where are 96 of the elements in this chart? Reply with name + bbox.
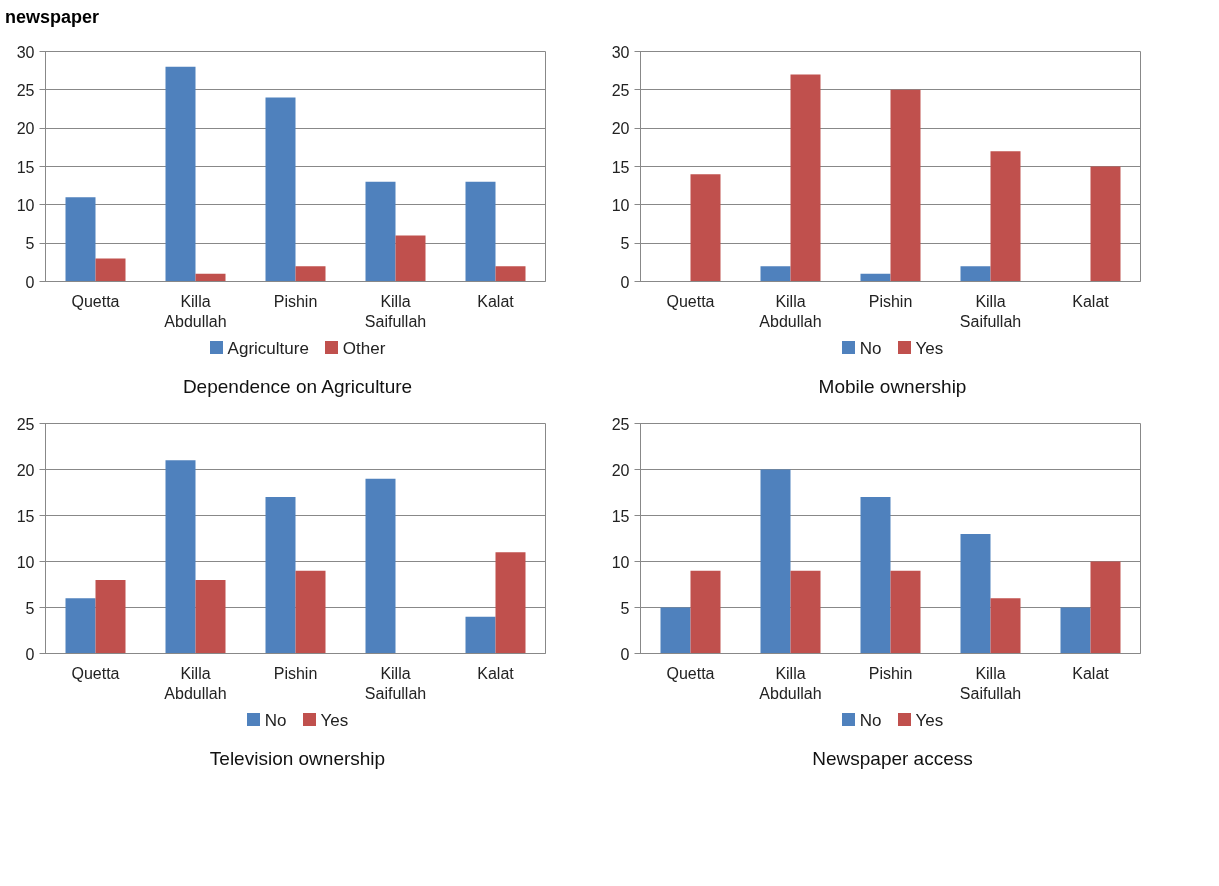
x-tick-label: Killa Saifullah bbox=[959, 664, 1022, 702]
legend-label: Yes bbox=[914, 338, 944, 358]
y-tick-label: 25 bbox=[611, 81, 630, 99]
x-tick-label: Quetta bbox=[71, 292, 120, 310]
text: newspaper bbox=[5, 6, 100, 29]
bar bbox=[65, 196, 96, 282]
y-tick-label: 15 bbox=[16, 507, 35, 525]
x-tick-label: Kalat bbox=[1072, 664, 1110, 682]
x-tick-label: Pishin bbox=[868, 292, 913, 310]
legend-label: No bbox=[858, 338, 882, 358]
bar bbox=[660, 607, 691, 654]
y-tick-label: 25 bbox=[16, 81, 35, 99]
x-tick-label: Killa Abdullah bbox=[164, 292, 227, 330]
x-tick-label: Killa Saifullah bbox=[364, 292, 427, 330]
bar bbox=[365, 478, 396, 654]
text: Television ownership bbox=[209, 746, 386, 771]
x-tick-label: Quetta bbox=[666, 292, 715, 310]
y-tick-label: 30 bbox=[16, 43, 35, 61]
bar bbox=[860, 273, 891, 282]
bar bbox=[495, 552, 526, 654]
x-tick-label: Quetta bbox=[666, 664, 715, 682]
bar bbox=[95, 579, 126, 654]
y-tick-label: 25 bbox=[16, 415, 35, 433]
bar bbox=[690, 173, 721, 282]
text: Newspaper access bbox=[812, 746, 973, 771]
bar bbox=[1090, 561, 1121, 654]
bar bbox=[65, 598, 96, 654]
legend-label: Other bbox=[341, 338, 386, 358]
y-tick-label: 5 bbox=[620, 599, 630, 617]
y-tick-label: 10 bbox=[16, 553, 35, 571]
bar bbox=[990, 150, 1021, 282]
x-tick-label: Killa Saifullah bbox=[364, 664, 427, 702]
y-tick-label: 10 bbox=[611, 553, 630, 571]
text: Dependence on Agriculture bbox=[182, 374, 413, 399]
y-tick-label: 5 bbox=[25, 599, 35, 617]
x-tick-label: Quetta bbox=[71, 664, 120, 682]
y-tick-label: 5 bbox=[25, 234, 35, 252]
bar bbox=[295, 570, 326, 654]
x-tick-label: Kalat bbox=[477, 292, 515, 310]
y-tick-label: 0 bbox=[25, 645, 35, 663]
bar bbox=[890, 570, 921, 654]
y-tick-label: 25 bbox=[611, 415, 630, 433]
y-tick-label: 15 bbox=[16, 158, 35, 176]
x-tick-label: Pishin bbox=[868, 664, 913, 682]
bar bbox=[790, 570, 821, 654]
y-tick-label: 20 bbox=[611, 461, 630, 479]
bar bbox=[165, 460, 196, 654]
bar bbox=[195, 579, 226, 654]
x-tick-label: Kalat bbox=[477, 664, 515, 682]
y-tick-label: 10 bbox=[611, 196, 630, 214]
legend-label: Yes bbox=[319, 710, 349, 730]
y-tick-label: 0 bbox=[620, 273, 630, 291]
y-tick-label: 0 bbox=[620, 645, 630, 663]
y-tick-label: 10 bbox=[16, 196, 35, 214]
x-tick-label: Kalat bbox=[1072, 292, 1110, 310]
bar bbox=[165, 66, 196, 282]
text: Mobile ownership bbox=[818, 374, 967, 399]
y-tick-label: 20 bbox=[611, 119, 630, 137]
y-tick-label: 15 bbox=[611, 507, 630, 525]
bar bbox=[395, 235, 426, 282]
bar bbox=[690, 570, 721, 654]
bar bbox=[790, 74, 821, 282]
bar bbox=[1090, 166, 1121, 282]
y-tick-label: 20 bbox=[16, 461, 35, 479]
y-tick-label: 30 bbox=[611, 43, 630, 61]
x-tick-label: Killa Saifullah bbox=[959, 292, 1022, 330]
legend-label: Agriculture bbox=[226, 338, 309, 358]
bar bbox=[495, 265, 526, 282]
bar bbox=[860, 496, 891, 654]
bar bbox=[960, 533, 991, 654]
bar bbox=[465, 181, 496, 282]
bar bbox=[760, 469, 791, 654]
legend-label: No bbox=[263, 710, 287, 730]
bar bbox=[265, 97, 296, 282]
bar bbox=[295, 265, 326, 282]
x-tick-label: Pishin bbox=[273, 664, 318, 682]
bar bbox=[365, 181, 396, 282]
y-tick-label: 0 bbox=[25, 273, 35, 291]
y-tick-label: 15 bbox=[611, 158, 630, 176]
x-tick-label: Killa Abdullah bbox=[759, 664, 822, 702]
y-tick-label: 20 bbox=[16, 119, 35, 137]
x-tick-label: Pishin bbox=[273, 292, 318, 310]
bar bbox=[760, 265, 791, 282]
bar bbox=[265, 496, 296, 654]
x-tick-label: Killa Abdullah bbox=[759, 292, 822, 330]
y-tick-label: 5 bbox=[620, 234, 630, 252]
x-tick-label: Killa Abdullah bbox=[164, 664, 227, 702]
bar bbox=[890, 89, 921, 282]
legend-label: Yes bbox=[914, 710, 944, 730]
bar bbox=[195, 273, 226, 282]
bar bbox=[1060, 607, 1091, 654]
bar bbox=[95, 258, 126, 282]
legend-label: No bbox=[858, 710, 882, 730]
bar bbox=[960, 265, 991, 282]
bar bbox=[465, 616, 496, 654]
bar bbox=[990, 598, 1021, 654]
